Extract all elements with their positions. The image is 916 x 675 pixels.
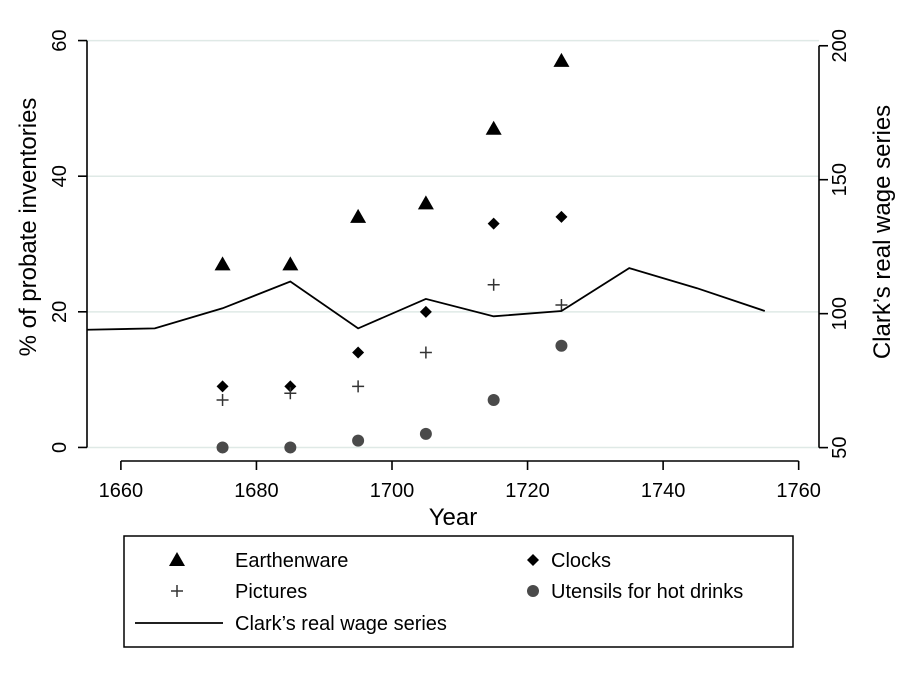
earthenware-point: [553, 52, 570, 67]
left-y-tick-label: 20: [49, 301, 71, 323]
circle-marker-icon: [527, 585, 539, 597]
axes: [86, 40, 820, 462]
x-tick-label: 1660: [99, 480, 144, 502]
series-pictures: [216, 278, 568, 406]
left-y-axis-title: % of probate inventories: [15, 98, 42, 357]
series-clark-s-real-wage-series: [86, 267, 766, 331]
x-tick-label: 1720: [505, 480, 550, 502]
utensils-for-hot-drinks-point: [352, 434, 365, 447]
pictures-point: [555, 299, 568, 312]
utensils-for-hot-drinks-point: [216, 441, 229, 454]
plus-marker-icon: [171, 585, 183, 597]
clocks-point: [487, 217, 500, 230]
ticks: 0 20 40 60 50 100 150 200 1660 1680 1700 1720 1740 17…: [49, 29, 851, 502]
legend-label: Pictures: [235, 581, 307, 603]
earthenware-point: [350, 208, 367, 223]
pictures-point: [419, 346, 432, 359]
clocks-point: [419, 305, 432, 318]
x-tick-label: 1700: [370, 480, 415, 502]
real-wage-line: [86, 267, 766, 331]
legend-item-pictures: Pictures: [171, 581, 307, 603]
triangle-marker-icon: [169, 552, 185, 566]
earthenware-point: [282, 256, 299, 271]
pictures-point: [216, 393, 229, 406]
clocks-point: [284, 380, 297, 393]
series-clocks: [216, 210, 568, 393]
legend-swatch: [171, 585, 183, 597]
x-tick-label: 1680: [234, 480, 279, 502]
right-y-tick-label: 100: [829, 297, 851, 330]
x-tick-label: 1740: [641, 480, 686, 502]
earthenware-point: [214, 256, 231, 271]
right-y-axis-title: Clark’s real wage series: [869, 105, 896, 359]
left-y-tick-label: 60: [49, 29, 71, 51]
right-y-tick-label: 50: [829, 436, 851, 458]
legend-swatch: [527, 554, 539, 566]
clocks-point: [352, 346, 365, 359]
legend-label: Clark’s real wage series: [235, 613, 447, 635]
diamond-marker-icon: [527, 554, 539, 566]
left-y-tick-label: 0: [49, 442, 71, 453]
legend: Earthenware Clocks Pictures Utensils for…: [123, 535, 794, 648]
utensils-for-hot-drinks-point: [555, 339, 568, 352]
legend-label: Earthenware: [235, 550, 348, 572]
legend-item-utensils: Utensils for hot drinks: [527, 581, 743, 603]
right-y-tick-label: 150: [829, 163, 851, 196]
legend-swatch: [169, 552, 185, 566]
legend-item-real-wage: Clark’s real wage series: [135, 613, 447, 635]
utensils-for-hot-drinks-point: [284, 441, 297, 454]
clocks-point: [216, 380, 229, 393]
left-y-tick-label: 40: [49, 165, 71, 187]
utensils-for-hot-drinks-point: [487, 393, 500, 406]
x-tick-label: 1760: [776, 480, 821, 502]
legend-swatch: [527, 585, 539, 597]
pictures-point: [284, 387, 297, 400]
series: [86, 52, 766, 454]
legend-item-earthenware: Earthenware: [169, 550, 348, 572]
series-utensils-for-hot-drinks: [216, 339, 568, 454]
legend-box: [123, 535, 794, 648]
series-earthenware: [214, 52, 570, 271]
pictures-point: [352, 380, 365, 393]
earthenware-point: [485, 120, 502, 135]
clocks-point: [555, 210, 568, 223]
legend-label: Utensils for hot drinks: [551, 581, 743, 603]
x-axis-title: Year: [429, 504, 478, 531]
utensils-for-hot-drinks-point: [419, 427, 432, 440]
gridlines: [87, 39, 819, 449]
legend-item-clocks: Clocks: [527, 550, 611, 572]
pictures-point: [487, 278, 500, 291]
earthenware-point: [417, 195, 434, 210]
legend-label: Clocks: [551, 550, 611, 572]
right-y-tick-label: 200: [829, 29, 851, 62]
